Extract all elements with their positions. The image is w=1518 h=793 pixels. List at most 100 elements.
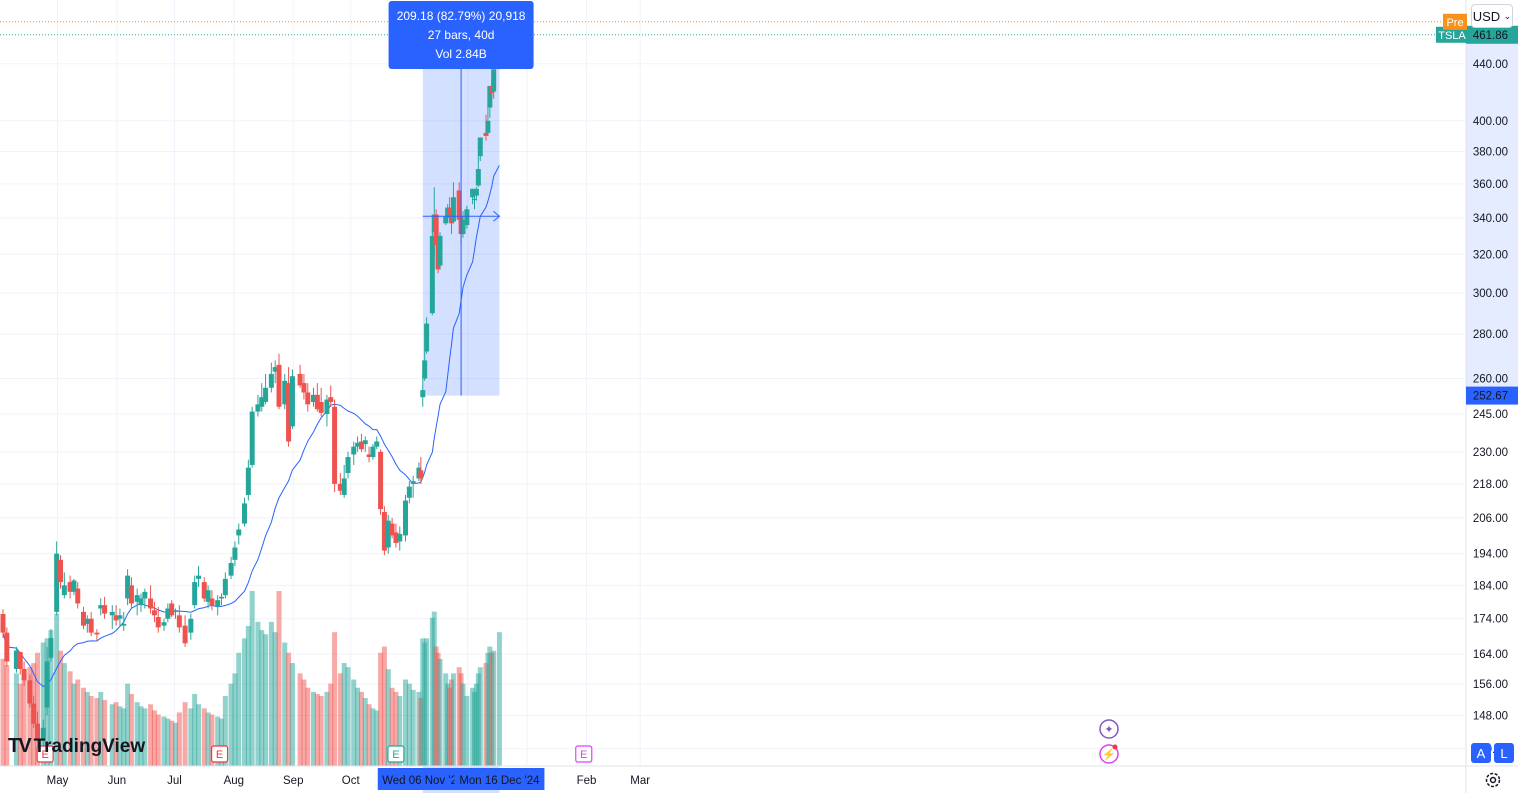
candle-body[interactable]	[67, 582, 73, 592]
candle-body[interactable]	[437, 235, 443, 266]
candle-body[interactable]	[370, 446, 376, 458]
candle-body[interactable]	[35, 723, 41, 741]
candle-body[interactable]	[232, 547, 238, 560]
candle-body[interactable]	[155, 617, 161, 628]
candle-body[interactable]	[475, 169, 481, 186]
candle-body[interactable]	[113, 615, 119, 621]
candle-body[interactable]	[422, 360, 428, 379]
candle-body[interactable]	[443, 216, 449, 224]
candle-body[interactable]	[286, 383, 292, 442]
candle-body[interactable]	[460, 219, 466, 235]
candle-body[interactable]	[209, 598, 215, 606]
earnings-marker[interactable]	[210, 745, 229, 763]
candle-body[interactable]	[134, 595, 140, 602]
candle-body[interactable]	[188, 618, 194, 633]
candle-body[interactable]	[433, 214, 439, 246]
candle-body[interactable]	[424, 323, 430, 352]
candle-body[interactable]	[4, 632, 10, 662]
candle-body[interactable]	[215, 600, 221, 607]
candle-body[interactable]	[242, 503, 248, 524]
candle-body[interactable]	[44, 661, 50, 708]
candle-body[interactable]	[161, 622, 167, 626]
candle-body[interactable]	[328, 397, 334, 402]
candle-body[interactable]	[483, 132, 489, 136]
candle-body[interactable]	[61, 585, 67, 596]
candle-body[interactable]	[397, 533, 403, 542]
candle-body[interactable]	[418, 470, 424, 479]
candle-body[interactable]	[332, 406, 338, 484]
candle-body[interactable]	[289, 376, 295, 427]
candle-body[interactable]	[378, 451, 384, 510]
candle-body[interactable]	[94, 632, 100, 635]
candle-body[interactable]	[297, 373, 303, 386]
candle-body[interactable]	[341, 478, 347, 495]
candle-body[interactable]	[456, 190, 462, 220]
candle-body[interactable]	[381, 511, 387, 551]
candle-body[interactable]	[0, 613, 6, 633]
candle-body[interactable]	[249, 411, 255, 465]
candle-body[interactable]	[355, 442, 361, 447]
candle-body[interactable]	[282, 380, 288, 405]
candle-body[interactable]	[58, 559, 64, 583]
candle-body[interactable]	[406, 486, 412, 498]
candle-body[interactable]	[358, 441, 364, 450]
candle-body[interactable]	[429, 235, 435, 314]
candle-body[interactable]	[151, 610, 157, 616]
candle-body[interactable]	[192, 582, 198, 606]
candle-body[interactable]	[305, 392, 311, 405]
earnings-marker[interactable]	[575, 745, 593, 763]
candle-body[interactable]	[301, 383, 307, 393]
candle-body[interactable]	[17, 651, 23, 669]
sparkle-event-icon[interactable]	[1099, 719, 1119, 739]
candle-body[interactable]	[318, 401, 324, 413]
candle-body[interactable]	[54, 553, 60, 612]
candle-body[interactable]	[125, 575, 131, 599]
candle-body[interactable]	[473, 188, 479, 196]
candle-body[interactable]	[345, 457, 351, 474]
candle-body[interactable]	[84, 618, 90, 624]
candle-body[interactable]	[263, 387, 269, 402]
candle-body[interactable]	[71, 580, 77, 592]
currency-dropdown[interactable]: USD ⌄	[1471, 4, 1513, 28]
log-scale-button[interactable]: L	[1494, 743, 1514, 763]
candle-body[interactable]	[487, 85, 493, 108]
candle-body[interactable]	[121, 623, 127, 626]
dividend-event-icon[interactable]	[1099, 744, 1119, 764]
candle-body[interactable]	[470, 188, 476, 198]
auto-scale-button[interactable]: A	[1471, 743, 1491, 763]
candle-body[interactable]	[40, 727, 46, 741]
candle-body[interactable]	[173, 610, 179, 612]
candle-body[interactable]	[201, 582, 207, 599]
candle-body[interactable]	[389, 523, 395, 536]
candle-body[interactable]	[31, 703, 37, 724]
candle-body[interactable]	[176, 615, 182, 628]
candle-body[interactable]	[447, 207, 453, 215]
candle-body[interactable]	[98, 605, 104, 609]
candle-body[interactable]	[255, 404, 261, 412]
candle-body[interactable]	[182, 625, 188, 644]
candle-body[interactable]	[366, 454, 372, 458]
candle-body[interactable]	[324, 399, 330, 415]
candle-body[interactable]	[205, 590, 211, 602]
candle-body[interactable]	[102, 605, 108, 614]
candle-body[interactable]	[148, 598, 154, 609]
candle-body[interactable]	[138, 598, 144, 606]
candle-body[interactable]	[75, 588, 81, 604]
candle-body[interactable]	[48, 637, 54, 658]
earnings-marker[interactable]	[36, 745, 54, 763]
tradingview-logo[interactable]: TV TradingView	[8, 735, 145, 758]
candle-body[interactable]	[410, 481, 416, 484]
candle-body[interactable]	[276, 364, 282, 407]
candle-body[interactable]	[259, 397, 265, 407]
candle-body[interactable]	[272, 367, 278, 372]
candle-body[interactable]	[88, 618, 94, 633]
candle-body[interactable]	[374, 441, 380, 447]
settings-gear-icon[interactable]	[1484, 771, 1502, 789]
candle-body[interactable]	[109, 611, 115, 616]
candle-body[interactable]	[311, 394, 317, 402]
candle-body[interactable]	[13, 650, 19, 669]
candle-body[interactable]	[228, 562, 234, 576]
candle-body[interactable]	[314, 394, 320, 410]
candle-body[interactable]	[362, 440, 368, 445]
